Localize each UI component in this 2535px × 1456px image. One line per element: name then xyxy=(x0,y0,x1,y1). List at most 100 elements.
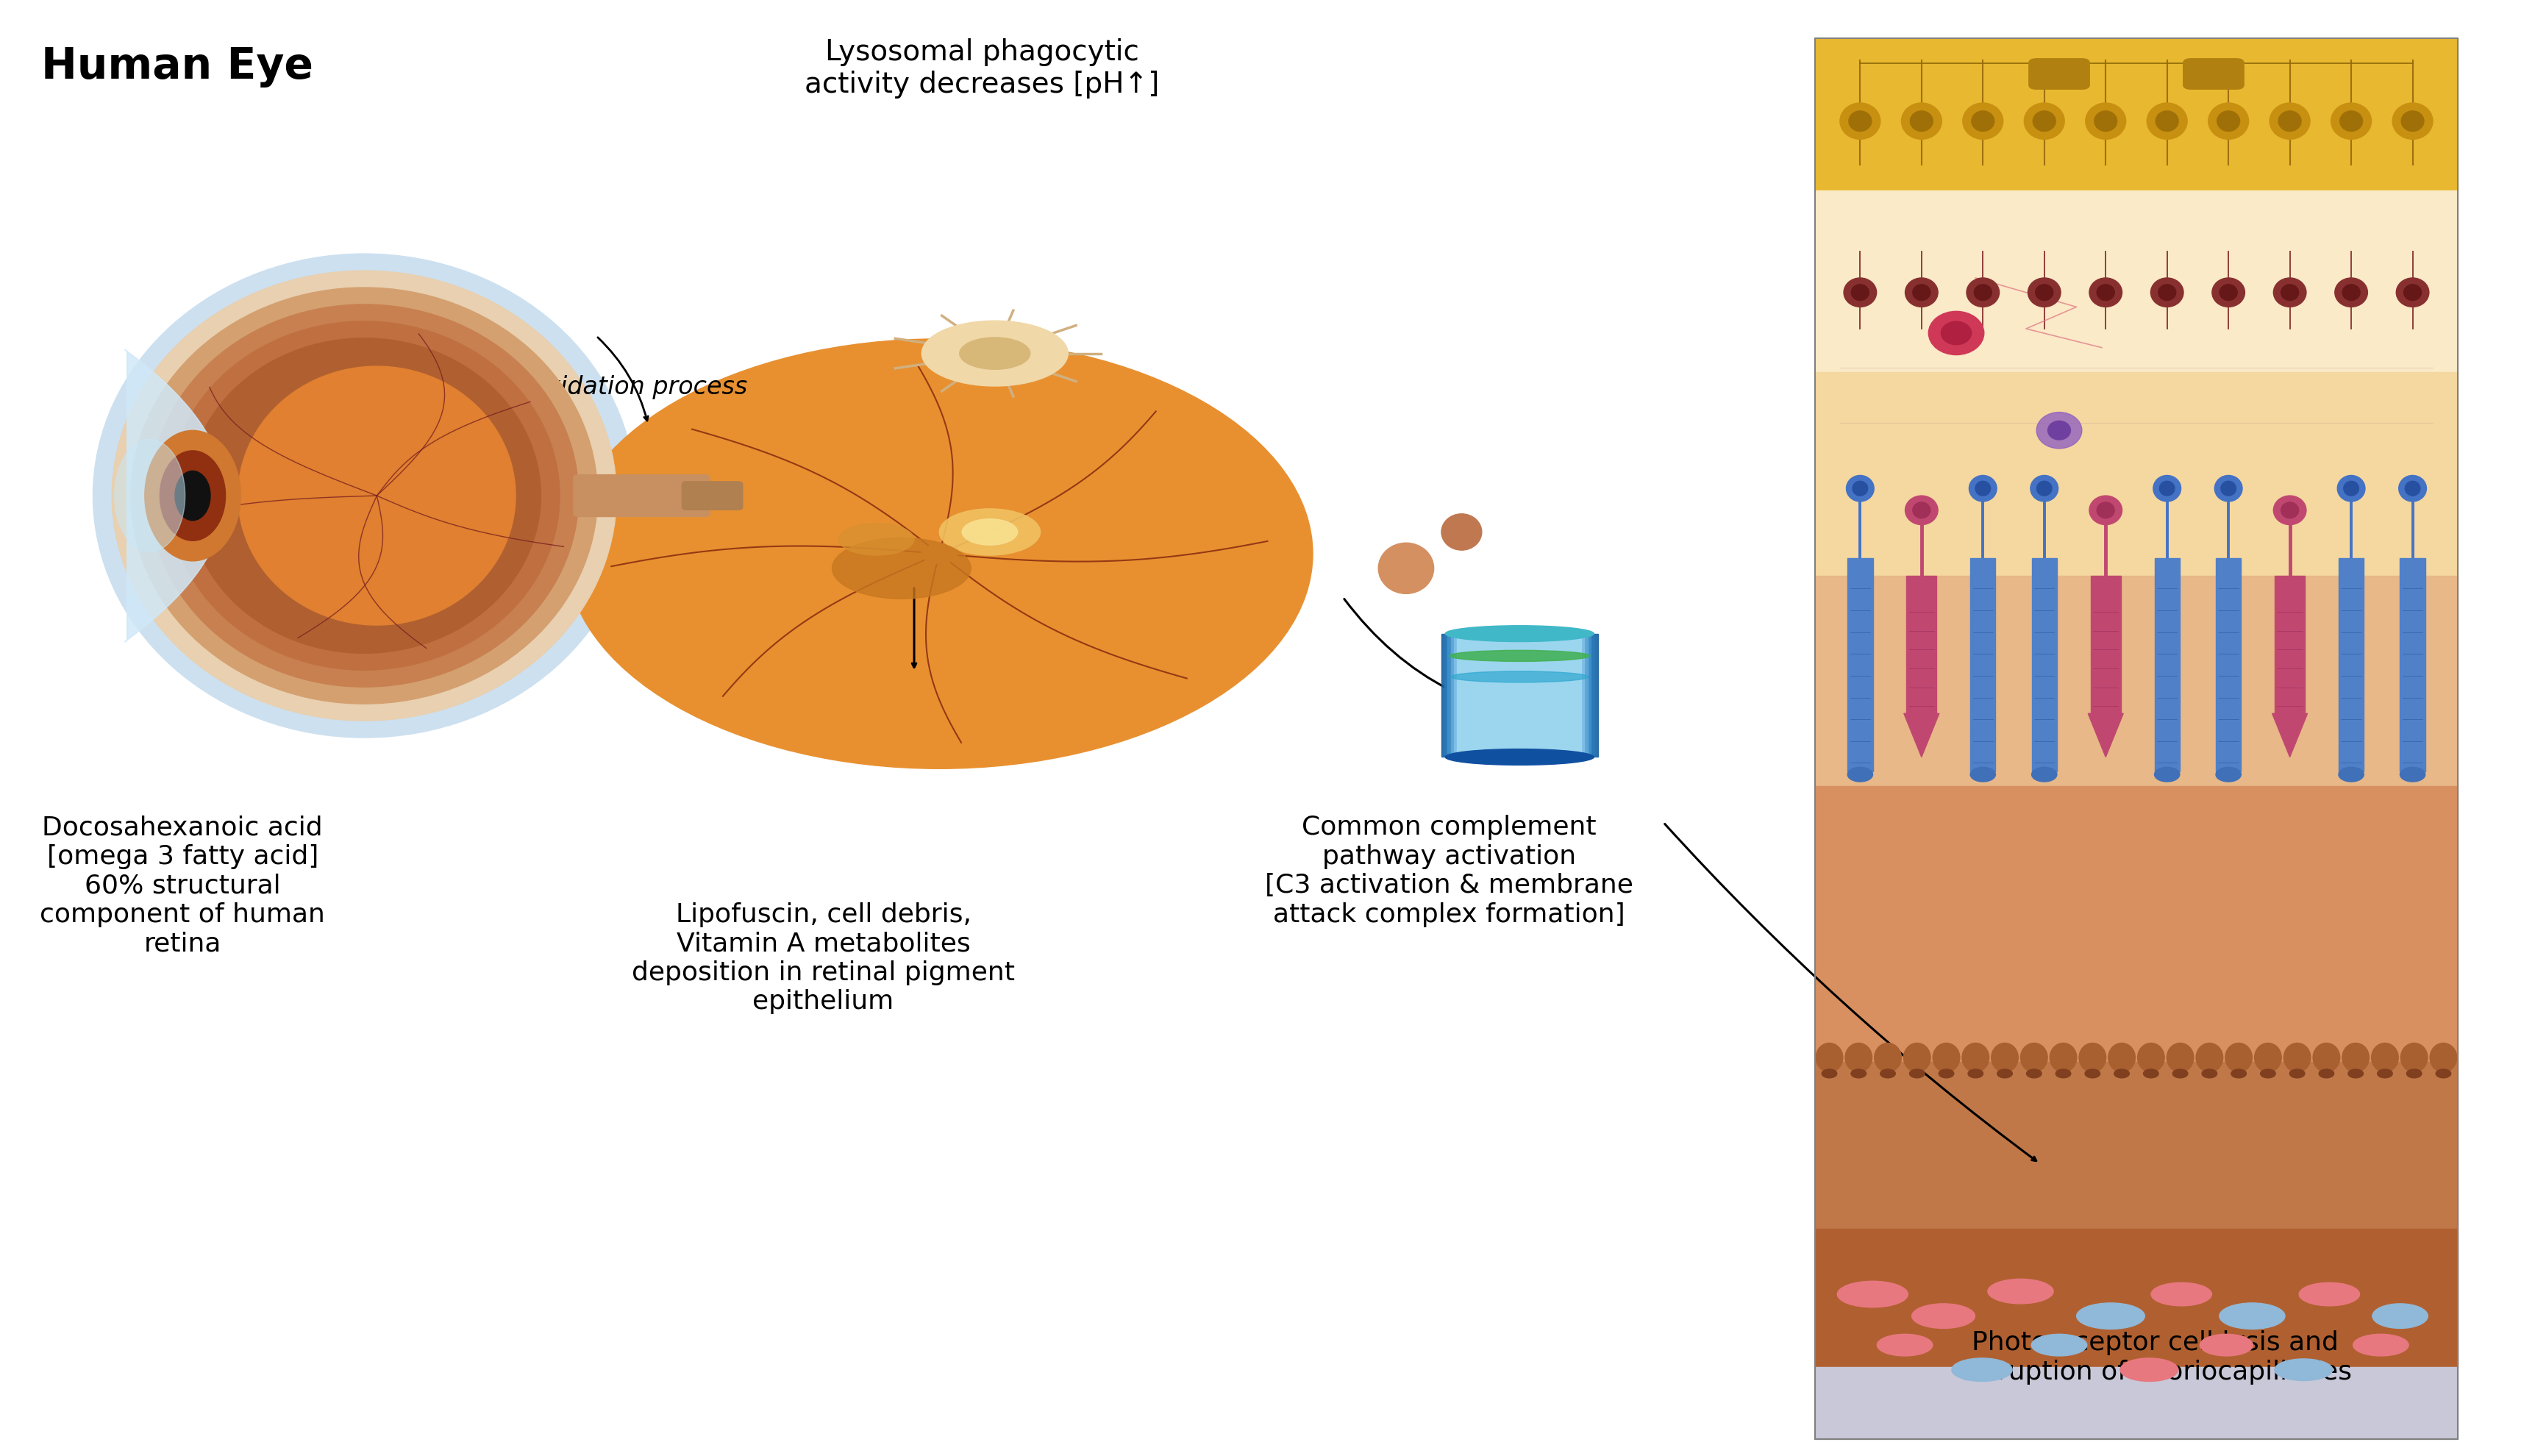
Bar xyxy=(1445,633,1595,757)
Ellipse shape xyxy=(2155,767,2180,782)
Ellipse shape xyxy=(2084,103,2124,140)
Ellipse shape xyxy=(831,537,971,598)
FancyBboxPatch shape xyxy=(682,482,743,510)
Ellipse shape xyxy=(1967,278,1998,307)
Ellipse shape xyxy=(2165,1042,2193,1072)
Bar xyxy=(1815,373,2456,575)
Ellipse shape xyxy=(2274,278,2304,307)
Ellipse shape xyxy=(2096,284,2114,300)
Ellipse shape xyxy=(2150,278,2183,307)
Ellipse shape xyxy=(238,367,515,625)
Ellipse shape xyxy=(1911,284,1929,300)
Ellipse shape xyxy=(2340,111,2363,131)
Bar xyxy=(1450,633,1587,757)
Ellipse shape xyxy=(2020,1042,2046,1072)
Bar xyxy=(1440,633,1597,757)
Ellipse shape xyxy=(938,508,1039,555)
Ellipse shape xyxy=(2337,475,2365,501)
Bar xyxy=(1906,575,1937,713)
Ellipse shape xyxy=(2373,1303,2426,1328)
Bar xyxy=(1815,38,2456,191)
Ellipse shape xyxy=(2213,475,2241,501)
Ellipse shape xyxy=(2048,1042,2076,1072)
Bar xyxy=(1815,1367,2456,1440)
Ellipse shape xyxy=(1904,1042,1929,1072)
Circle shape xyxy=(2436,1069,2451,1077)
Ellipse shape xyxy=(2089,495,2122,524)
Ellipse shape xyxy=(1904,278,1937,307)
Bar xyxy=(1815,38,2456,1440)
Ellipse shape xyxy=(1904,495,1937,524)
Text: Oxidation process: Oxidation process xyxy=(527,374,748,399)
Ellipse shape xyxy=(2076,1303,2145,1329)
Ellipse shape xyxy=(2216,111,2238,131)
Bar xyxy=(2089,575,2119,713)
Ellipse shape xyxy=(2137,1042,2165,1072)
Ellipse shape xyxy=(2119,1358,2178,1382)
Ellipse shape xyxy=(188,338,540,654)
Bar xyxy=(2274,575,2304,713)
Ellipse shape xyxy=(1848,111,1871,131)
Ellipse shape xyxy=(1838,1281,1906,1307)
Ellipse shape xyxy=(170,322,560,670)
Circle shape xyxy=(2378,1069,2393,1077)
Ellipse shape xyxy=(1845,1042,1871,1072)
Ellipse shape xyxy=(2299,1283,2360,1306)
Ellipse shape xyxy=(2282,502,2299,518)
Ellipse shape xyxy=(2107,1042,2134,1072)
Ellipse shape xyxy=(2279,111,2302,131)
Ellipse shape xyxy=(1853,480,1868,495)
Circle shape xyxy=(2317,1069,2332,1077)
Ellipse shape xyxy=(2398,475,2426,501)
Circle shape xyxy=(2056,1069,2071,1077)
Ellipse shape xyxy=(1932,1042,1960,1072)
Ellipse shape xyxy=(1975,284,1990,300)
Ellipse shape xyxy=(1843,278,1876,307)
Polygon shape xyxy=(1904,713,1939,757)
Ellipse shape xyxy=(1901,103,1942,140)
Ellipse shape xyxy=(132,287,598,703)
Ellipse shape xyxy=(1972,111,1993,131)
Ellipse shape xyxy=(2147,103,2188,140)
Circle shape xyxy=(2084,1069,2099,1077)
Ellipse shape xyxy=(2269,103,2309,140)
Ellipse shape xyxy=(1911,502,1929,518)
Ellipse shape xyxy=(2036,480,2051,495)
Ellipse shape xyxy=(1851,284,1868,300)
Circle shape xyxy=(1820,1069,1835,1077)
Ellipse shape xyxy=(160,451,226,540)
Ellipse shape xyxy=(2396,278,2429,307)
Ellipse shape xyxy=(1815,1042,1843,1072)
Ellipse shape xyxy=(2211,278,2243,307)
Text: Photoreceptor cell lysis and
disruption of choriocapillaries: Photoreceptor cell lysis and disruption … xyxy=(1960,1331,2350,1385)
Circle shape xyxy=(1939,1069,1954,1077)
Ellipse shape xyxy=(2208,103,2249,140)
Ellipse shape xyxy=(2160,480,2175,495)
Ellipse shape xyxy=(2429,1042,2456,1072)
Bar xyxy=(1447,633,1589,757)
Ellipse shape xyxy=(1962,103,2003,140)
Circle shape xyxy=(2142,1069,2157,1077)
Circle shape xyxy=(1967,1069,1982,1077)
Ellipse shape xyxy=(2152,475,2180,501)
Ellipse shape xyxy=(920,320,1067,386)
Ellipse shape xyxy=(2023,103,2063,140)
Ellipse shape xyxy=(2391,103,2431,140)
Ellipse shape xyxy=(2048,421,2071,440)
Ellipse shape xyxy=(2401,1042,2426,1072)
Ellipse shape xyxy=(2150,1283,2211,1306)
Ellipse shape xyxy=(2096,502,2114,518)
Ellipse shape xyxy=(1911,1303,1975,1328)
Circle shape xyxy=(2231,1069,2246,1077)
FancyBboxPatch shape xyxy=(2028,58,2089,89)
Ellipse shape xyxy=(1970,475,1995,501)
Ellipse shape xyxy=(2337,767,2363,782)
Ellipse shape xyxy=(2284,1042,2309,1072)
Ellipse shape xyxy=(2274,495,2304,524)
Bar xyxy=(1815,575,2456,786)
Bar xyxy=(2031,558,2056,772)
Ellipse shape xyxy=(2282,284,2299,300)
Ellipse shape xyxy=(1450,671,1587,683)
Circle shape xyxy=(2025,1069,2041,1077)
Ellipse shape xyxy=(2312,1042,2340,1072)
